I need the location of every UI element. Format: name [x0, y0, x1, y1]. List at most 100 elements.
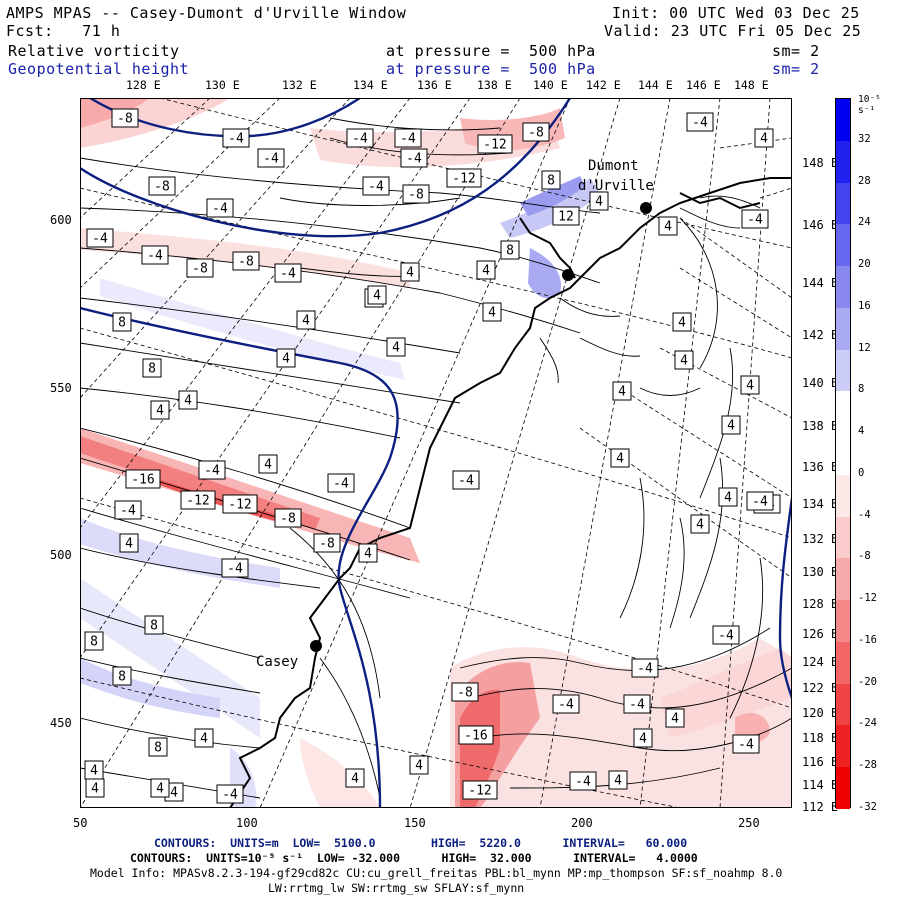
contour-label-box	[672, 312, 692, 332]
contour-label: 4	[258, 454, 278, 474]
contour-label: 4	[482, 302, 502, 322]
colorbar-segment	[836, 266, 850, 309]
contour-label-box	[732, 734, 760, 754]
contour-label: -4	[741, 209, 769, 229]
colorbar	[835, 98, 851, 810]
lon-label-right: 136 E	[802, 460, 839, 474]
field2-level: at pressure = 500 hPa	[386, 60, 596, 78]
colorbar-label: -28	[858, 759, 877, 772]
contour-label-text: -4	[212, 202, 228, 217]
contour-label-text: 4	[760, 132, 768, 147]
contour-label-text: 4	[595, 195, 603, 210]
contour-label-text: 4	[678, 316, 686, 331]
contour-label: -8	[232, 251, 260, 271]
contour-label-text: -12	[452, 172, 475, 187]
contour-label-box	[144, 615, 164, 635]
contour-label-box	[462, 780, 498, 800]
contour-label: -8	[111, 108, 139, 128]
contour-label: -8	[522, 122, 550, 142]
field2-name: Geopotential height	[8, 60, 190, 78]
contour-label-text: -8	[457, 686, 473, 701]
contour-label-text: 4	[664, 220, 672, 235]
contour-label: 4	[400, 262, 420, 282]
contour-label-text: 4	[302, 314, 310, 329]
colorbar-label: 8	[858, 383, 865, 396]
contour-label: -16	[125, 469, 161, 489]
x-tick: 100	[236, 816, 258, 830]
contour-label-text: 8	[150, 619, 158, 634]
contour-label-text: -4	[228, 132, 244, 147]
contour-label-box	[148, 737, 168, 757]
contour-label: -4	[746, 491, 774, 511]
contour-label: -4	[452, 470, 480, 490]
colorbar-segment	[836, 683, 850, 726]
colorbar-label: -4	[858, 508, 871, 521]
contour-label-text: 4	[406, 266, 414, 281]
contour-label: 4	[296, 310, 316, 330]
contour-label: -4	[198, 460, 226, 480]
contour-label: 4	[674, 350, 694, 370]
contour-label-box	[276, 348, 296, 368]
contour-label-box	[142, 358, 162, 378]
colorbar-label: 32	[858, 132, 871, 145]
contour-label: -16	[458, 725, 494, 745]
contour-label-text: 4	[170, 786, 178, 801]
contour-label-text: -4	[558, 698, 574, 713]
contour-label-box	[452, 470, 480, 490]
map-panel: -8 -4 -4 -4 -4 -4 -12 -8 -4 -8 -4 -4 -8 -12 -4 -4 -8 -8 -4…	[80, 98, 792, 808]
contour-label-text: 4	[392, 341, 400, 356]
contour-label-box	[394, 128, 422, 148]
coastline	[229, 177, 792, 808]
contour-label-text: 4	[415, 759, 423, 774]
contour-label: 8	[500, 240, 520, 260]
contour-label-box	[222, 494, 258, 514]
contour-label-box	[362, 176, 390, 196]
contour-label: 4	[589, 191, 609, 211]
contour-label-box	[345, 768, 365, 788]
dumont-label-line1: Dumont	[588, 158, 639, 174]
contour-label-text: -4	[718, 629, 734, 644]
field1-name: Relative vorticity	[8, 42, 180, 60]
lon-label: 140 E	[533, 78, 568, 92]
contour-label: 8	[541, 170, 561, 190]
y-tick: 600	[50, 213, 72, 227]
lon-label: 142 E	[586, 78, 621, 92]
field1-smoothing: sm= 2	[772, 42, 820, 60]
colorbar-label: 4	[858, 425, 865, 438]
contour-label: -4	[631, 658, 659, 678]
contour-label: 8	[148, 737, 168, 757]
contour-label: 4	[718, 487, 738, 507]
lon-label: 136 E	[417, 78, 452, 92]
contour-label-box	[125, 469, 161, 489]
colorbar-segment	[836, 307, 850, 351]
contour-label: -8	[451, 682, 479, 702]
contour-label: 4	[150, 400, 170, 420]
lon-label-right: 122 E	[802, 681, 839, 695]
contour-label: 12	[552, 206, 580, 226]
lon-label-right: 120 E	[802, 706, 839, 720]
contour-label-box	[112, 666, 132, 686]
contour-label-text: -4	[738, 738, 754, 753]
colorbar-label: -24	[858, 717, 877, 730]
contour-label-box	[446, 168, 482, 188]
contour-label: -4	[327, 473, 355, 493]
contour-label-box	[552, 694, 580, 714]
colorbar-segment	[836, 99, 850, 142]
colorbar-segment	[836, 224, 850, 267]
contour-label-box	[86, 228, 114, 248]
contour-label: -4	[221, 558, 249, 578]
contour-label-text: 4	[618, 385, 626, 400]
contour-label: 4	[658, 216, 678, 236]
contour-label-box	[741, 209, 769, 229]
contour-label-text: 4	[696, 518, 704, 533]
contour-label-box	[633, 728, 653, 748]
lon-label-right: 126 E	[802, 627, 839, 641]
contour-label-text: 4	[746, 379, 754, 394]
contour-label: 4	[754, 128, 774, 148]
contour-label-text: 8	[118, 670, 126, 685]
contour-label-text: 4	[156, 782, 164, 797]
contour-label-text: 4	[373, 289, 381, 304]
model-info: Model Info: MPASv8.2.3-194-gf29cd82c CU:…	[90, 866, 783, 880]
lon-label-right: 112 E	[802, 800, 839, 814]
contour-label: -4	[732, 734, 760, 754]
